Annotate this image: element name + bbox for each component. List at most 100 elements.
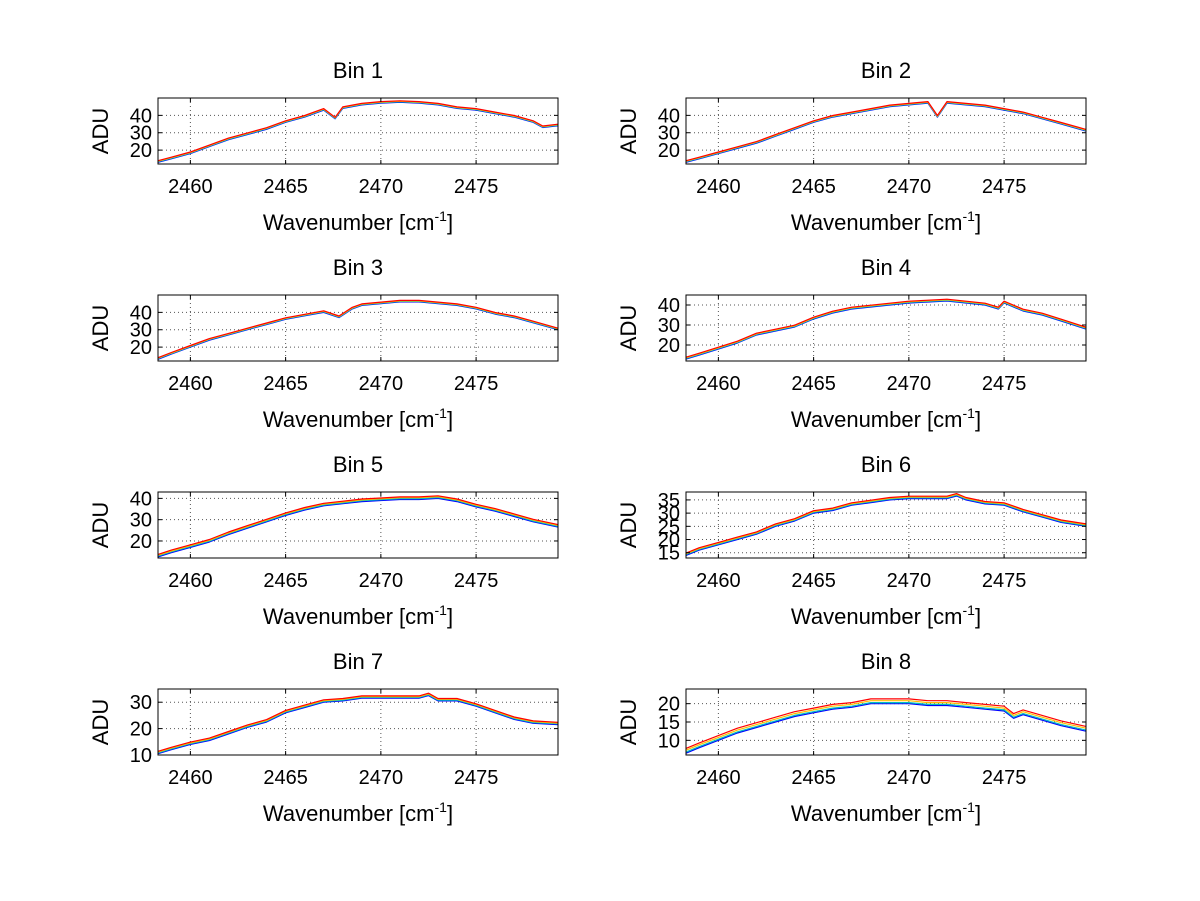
y-axis-label: ADU <box>616 502 641 548</box>
x-tick-label: 2460 <box>168 767 213 789</box>
subplot-7: Bin 7 2460 2465 2470 2475 10 20 30 Wavenumber [c… <box>88 649 559 826</box>
x-tick-label: 2470 <box>887 767 932 789</box>
x-axis-label-main: Wavenumber [cm <box>791 801 963 826</box>
series-line-trace-4 <box>157 495 559 555</box>
x-tick-label: 2460 <box>696 767 741 789</box>
subplot-title: Bin 3 <box>333 255 383 280</box>
series-line-trace-4 <box>157 100 559 162</box>
x-axis-label-close: ] <box>447 407 453 432</box>
subplot-title: Bin 4 <box>861 255 911 280</box>
y-tick-label: 30 <box>130 123 152 145</box>
x-axis-label-superscript: -1 <box>435 208 448 224</box>
x-axis-label-superscript: -1 <box>963 208 976 224</box>
x-tick-label: 2465 <box>791 176 836 198</box>
x-axis-label: Wavenumber [cm-1] <box>791 799 981 826</box>
y-tick-label: 30 <box>130 320 152 342</box>
y-tick-label: 30 <box>130 510 152 532</box>
x-axis-label: Wavenumber [cm-1] <box>263 208 453 235</box>
x-axis-label-superscript: -1 <box>435 405 448 421</box>
y-axis-label: ADU <box>616 699 641 745</box>
x-axis-label: Wavenumber [cm-1] <box>791 208 981 235</box>
y-axis-label: ADU <box>616 108 641 154</box>
series-line-trace-1 <box>685 703 1087 754</box>
y-tick-label: 30 <box>130 692 152 714</box>
x-axis-label-close: ] <box>975 210 981 235</box>
x-tick-label: 2465 <box>791 767 836 789</box>
y-tick-label: 20 <box>130 719 152 741</box>
series-line-trace-1 <box>685 495 1087 556</box>
x-tick-label: 2470 <box>887 373 932 395</box>
series-line-trace-4 <box>685 298 1087 358</box>
x-axis-label: Wavenumber [cm-1] <box>263 799 453 826</box>
x-tick-label: 2465 <box>263 373 308 395</box>
x-tick-label: 2465 <box>791 570 836 592</box>
x-tick-label: 2475 <box>454 570 499 592</box>
x-tick-label: 2460 <box>696 373 741 395</box>
series-line-trace-1 <box>157 497 559 558</box>
x-axis-label-main: Wavenumber [cm <box>263 801 435 826</box>
series-line-trace-4 <box>685 493 1087 554</box>
x-tick-label: 2465 <box>263 767 308 789</box>
axes-box <box>157 294 559 362</box>
y-tick-label: 30 <box>658 315 680 337</box>
x-axis-label-superscript: -1 <box>963 602 976 618</box>
subplot-title: Bin 1 <box>333 58 383 83</box>
x-axis-label-close: ] <box>975 407 981 432</box>
y-axis-label: ADU <box>88 305 113 351</box>
x-tick-label: 2465 <box>263 176 308 198</box>
x-tick-label: 2460 <box>168 176 213 198</box>
y-axis-label: ADU <box>616 305 641 351</box>
y-axis-label: ADU <box>88 699 113 745</box>
x-axis-label-main: Wavenumber [cm <box>263 210 435 235</box>
x-tick-label: 2470 <box>887 570 932 592</box>
axes-box <box>157 97 559 165</box>
x-axis-label-main: Wavenumber [cm <box>263 604 435 629</box>
subplot-title: Bin 6 <box>861 452 911 477</box>
series-line-trace-2 <box>685 494 1087 556</box>
series-line-trace-4 <box>157 299 559 359</box>
x-tick-label: 2470 <box>359 176 404 198</box>
y-tick-label: 20 <box>658 335 680 357</box>
x-tick-label: 2470 <box>359 570 404 592</box>
subplot-title: Bin 7 <box>333 649 383 674</box>
y-tick-label: 20 <box>130 337 152 359</box>
y-tick-label: 25 <box>658 516 680 538</box>
y-tick-label: 30 <box>658 123 680 145</box>
x-tick-label: 2460 <box>696 176 741 198</box>
axes-box <box>685 97 1087 165</box>
y-tick-label: 20 <box>130 140 152 162</box>
x-tick-label: 2475 <box>982 373 1027 395</box>
x-axis-label-main: Wavenumber [cm <box>263 407 435 432</box>
x-axis-label-superscript: -1 <box>435 799 448 815</box>
y-tick-label: 15 <box>658 543 680 565</box>
x-tick-label: 2475 <box>454 373 499 395</box>
series-line-trace-1 <box>157 694 559 755</box>
y-tick-label: 20 <box>658 140 680 162</box>
series-line-trace-2 <box>157 694 559 754</box>
x-tick-label: 2460 <box>168 373 213 395</box>
series-line-trace-2 <box>157 496 559 557</box>
y-tick-label: 15 <box>658 712 680 734</box>
x-tick-label: 2475 <box>454 767 499 789</box>
x-tick-label: 2475 <box>982 767 1027 789</box>
y-tick-label: 20 <box>658 530 680 552</box>
series-line-trace-4 <box>685 100 1087 162</box>
y-tick-label: 10 <box>658 730 680 752</box>
y-tick-label: 40 <box>130 302 152 324</box>
x-axis-label-close: ] <box>447 604 453 629</box>
series-line-trace-2 <box>685 701 1087 753</box>
y-tick-label: 40 <box>130 105 152 127</box>
x-tick-label: 2475 <box>454 176 499 198</box>
x-tick-label: 2460 <box>696 570 741 592</box>
x-axis-label-main: Wavenumber [cm <box>791 407 963 432</box>
y-tick-label: 30 <box>658 503 680 525</box>
series-line-trace-3 <box>685 493 1087 555</box>
x-tick-label: 2470 <box>359 767 404 789</box>
x-axis-label-close: ] <box>447 801 453 826</box>
x-axis-label-main: Wavenumber [cm <box>791 210 963 235</box>
x-tick-label: 2470 <box>359 373 404 395</box>
